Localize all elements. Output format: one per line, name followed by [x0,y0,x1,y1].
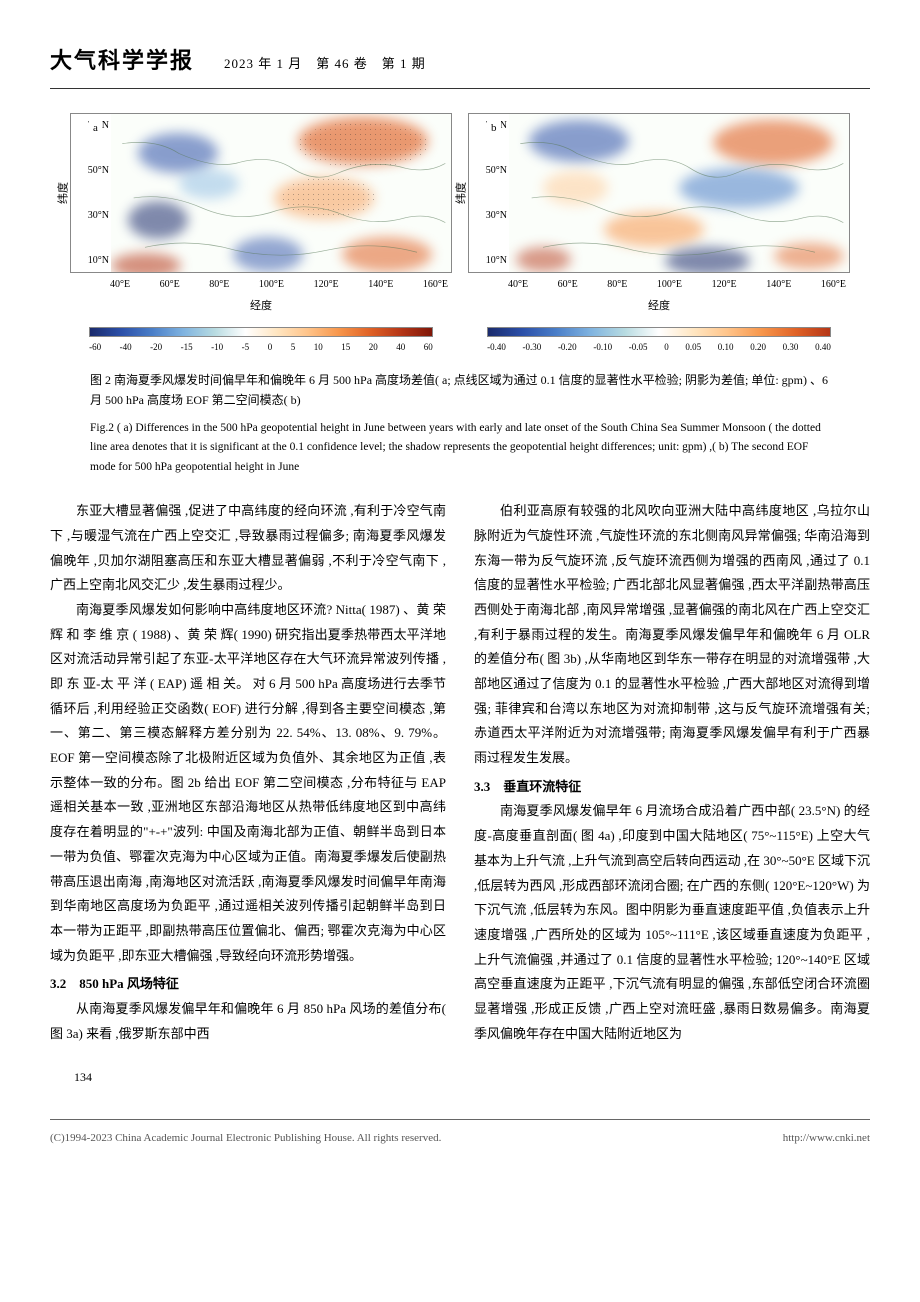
journal-title: 大气科学学报 [50,40,194,82]
right-column: 伯利亚高原有较强的北风吹向亚洲大陆中高纬度地区 ,乌拉尔山脉附近为气旋性环流 ,… [474,499,870,1046]
page-footer: (C)1994-2023 China Academic Journal Elec… [50,1119,870,1149]
colorbar-b-ticks: -0.40-0.30-0.20-0.10-0.0500.050.100.200.… [487,339,831,356]
map-b-area [509,114,849,272]
figure-row: a 纬度 70°N50°N30°N10°N 40°E60°E80°E100°E1… [70,113,850,356]
footer-left: (C)1994-2023 China Academic Journal Elec… [50,1128,441,1149]
figure-caption-en: Fig.2 ( a) Differences in the 500 hPa ge… [90,419,830,478]
x-axis-a: 40°E60°E80°E100°E120°E140°E160°E [70,273,452,294]
figure-panel-b: b 纬度 70°N50°N30°N10°N 40°E60°E80°E100°E1… [468,113,850,356]
colorbar-b-gradient [487,327,831,337]
body-para: 伯利亚高原有较强的北风吹向亚洲大陆中高纬度地区 ,乌拉尔山脉附近为气旋性环流 ,… [474,499,870,771]
x-axis-label-b: 经度 [468,296,850,317]
page-number: 134 [50,1066,870,1089]
body-para: 东亚大槽显著偏强 ,促进了中高纬度的经向环流 ,有利于冷空气南下 ,与暖湿气流在… [50,499,446,598]
colorbar-a-gradient [89,327,433,337]
body-para: 南海夏季风爆发偏早年 6 月流场合成沿着广西中部( 23.5°N) 的经度-高度… [474,799,870,1046]
y-axis-label-b: 纬度 [452,182,473,204]
left-column: 东亚大槽显著偏强 ,促进了中高纬度的经向环流 ,有利于冷空气南下 ,与暖湿气流在… [50,499,446,1046]
body-para: 从南海夏季风爆发偏早年和偏晚年 6 月 850 hPa 风场的差值分布( 图 3… [50,997,446,1046]
map-a-area [111,114,451,272]
colorbar-b: -0.40-0.30-0.20-0.10-0.0500.050.100.200.… [487,327,831,356]
x-axis-b: 40°E60°E80°E100°E120°E140°E160°E [468,273,850,294]
caption-en-label: Fig.2 [90,422,114,434]
panel-a-label: a [89,118,102,139]
section-heading: 3.3 垂直环流特征 [474,775,870,800]
colorbar-a: -60-40-20-15-10-5051015204060 [89,327,433,356]
body-columns: 东亚大槽显著偏强 ,促进了中高纬度的经向环流 ,有利于冷空气南下 ,与暖湿气流在… [50,499,870,1046]
figure-caption-cn: 图 2 南海夏季风爆发时间偏早年和偏晚年 6 月 500 hPa 高度场差值( … [90,370,830,411]
section-heading: 3.2 850 hPa 风场特征 [50,972,446,997]
map-b: b 纬度 70°N50°N30°N10°N [468,113,850,273]
caption-cn-label: 图 2 [90,373,111,387]
map-a: a 纬度 70°N50°N30°N10°N [70,113,452,273]
page-header: 大气科学学报 2023 年 1 月 第 46 卷 第 1 期 [50,40,870,89]
figure-panel-a: a 纬度 70°N50°N30°N10°N 40°E60°E80°E100°E1… [70,113,452,356]
footer-right: http://www.cnki.net [783,1128,870,1149]
body-para: 南海夏季风爆发如何影响中高纬度地区环流? Nitta( 1987) 、黄 荣 辉… [50,598,446,968]
issue-info: 2023 年 1 月 第 46 卷 第 1 期 [224,52,426,77]
caption-cn-text: 南海夏季风爆发时间偏早年和偏晚年 6 月 500 hPa 高度场差值( a; 点… [90,373,828,407]
colorbar-a-ticks: -60-40-20-15-10-5051015204060 [89,339,433,356]
caption-en-text: ( a) Differences in the 500 hPa geopoten… [90,422,821,473]
x-axis-label-a: 经度 [70,296,452,317]
panel-b-label: b [487,118,501,139]
y-axis-label-a: 纬度 [54,182,75,204]
